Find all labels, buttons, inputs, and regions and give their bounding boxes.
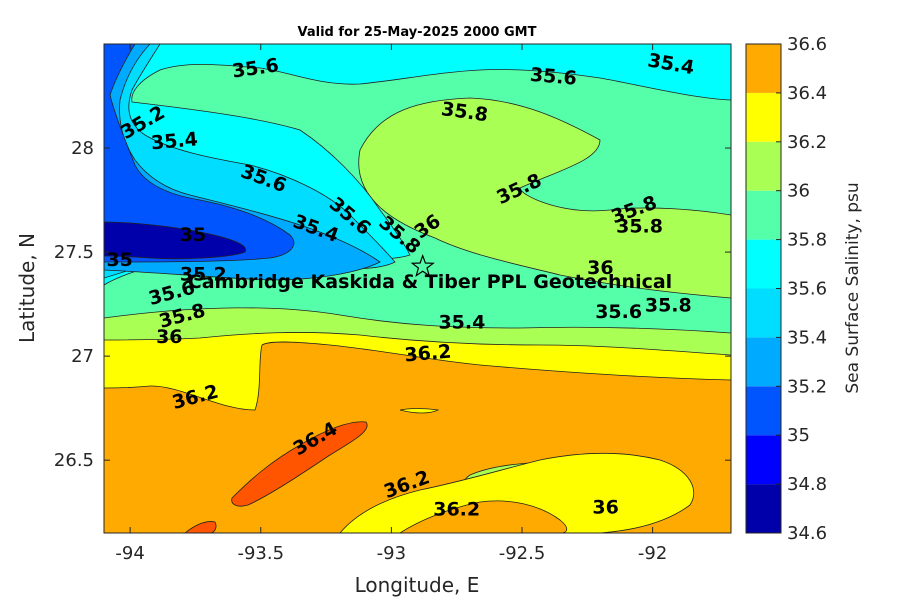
colorbar-segment xyxy=(746,288,781,338)
contour-fill xyxy=(104,44,731,533)
contour-label: 35.6 xyxy=(529,64,578,90)
y-tick-label: 27 xyxy=(71,346,94,367)
colorbar-label: Sea Surface Salinity, psu xyxy=(843,182,863,393)
contour-label: 36.2 xyxy=(404,341,453,367)
x-tick-label: -93 xyxy=(377,543,406,564)
x-tick-label: -92.5 xyxy=(499,543,546,564)
site-star-icon xyxy=(410,253,435,278)
colorbar-tick-label: 36 xyxy=(787,181,810,202)
colorbar-segment xyxy=(746,190,781,240)
y-axis-label: Latitude, N xyxy=(15,233,39,343)
colorbar-segment xyxy=(746,141,781,191)
contour-label: 35.8 xyxy=(616,216,663,238)
colorbar-segment xyxy=(746,337,781,387)
colorbar-segment xyxy=(746,44,781,93)
colorbar-tick-label: 34.8 xyxy=(787,474,827,495)
contour-label: 35.4 xyxy=(438,311,485,333)
colorbar-segment xyxy=(746,92,781,142)
colorbar-segment xyxy=(746,484,781,533)
level-fill-34.8 xyxy=(104,44,295,263)
contour-label: 35 xyxy=(106,249,132,271)
contour-label: 35.4 xyxy=(150,128,199,154)
contour-label: 35.2 xyxy=(180,263,227,285)
colorbar-tick-label: 35.4 xyxy=(787,327,827,348)
level-fill-34.6 xyxy=(104,221,247,260)
colorbar-tick-label: 36.6 xyxy=(787,34,827,55)
colorbar-segment xyxy=(746,239,781,289)
x-tick-label: -94 xyxy=(115,543,144,564)
level-fill-36.4 xyxy=(231,421,368,507)
y-tick-label: 27.5 xyxy=(54,242,94,263)
colorbar-tick-label: 35.2 xyxy=(787,376,827,397)
colorbar: 34.6 34.8 35 35.2 35.4 35.6 35.8 36 36.2 36.4 36.6 xyxy=(745,34,827,544)
contour-label: 36 xyxy=(587,257,613,279)
level-fill-36.2-south xyxy=(399,500,568,533)
colorbar-tick-label: 35.8 xyxy=(787,230,827,251)
contour-label: 36.2 xyxy=(433,499,480,521)
x-axis-label: Longitude, E xyxy=(355,573,480,597)
contour-label: 36 xyxy=(592,497,618,519)
chart-title: Valid for 25-May-2025 2000 GMT xyxy=(298,25,537,40)
contour-label: 36 xyxy=(156,326,182,348)
site-label: Cambridge Kaskida & Tiber PPL Geotechnic… xyxy=(188,271,672,293)
x-axis: -94 -93.5 -93 -92.5 -92 xyxy=(115,44,667,564)
colorbar-tick-label: 34.6 xyxy=(787,523,827,544)
site-marker: Cambridge Kaskida & Tiber PPL Geotechnic… xyxy=(188,253,672,293)
x-tick-label: -92 xyxy=(638,543,667,564)
colorbar-tick-label: 36.2 xyxy=(787,132,827,153)
contour-label: 35 xyxy=(180,224,206,246)
colorbar-tick-label: 36.4 xyxy=(787,83,827,104)
contour-label: 35.6 xyxy=(595,301,642,323)
colorbar-tick-label: 35.6 xyxy=(787,279,827,300)
x-tick-label: -93.5 xyxy=(237,543,284,564)
colorbar-segment xyxy=(746,435,781,485)
y-tick-label: 26.5 xyxy=(54,450,94,471)
colorbar-segment xyxy=(746,386,781,436)
level-fill-36-south xyxy=(339,452,695,533)
y-axis: 26.5 27 27.5 28 xyxy=(54,138,731,471)
contour-label: 35.8 xyxy=(645,295,692,317)
level-fill-36.4-south xyxy=(184,521,217,533)
plot-frame xyxy=(103,43,732,534)
colorbar-tick-label: 35 xyxy=(787,425,810,446)
y-tick-label: 28 xyxy=(71,138,94,159)
level-fill-36-island xyxy=(399,408,440,414)
